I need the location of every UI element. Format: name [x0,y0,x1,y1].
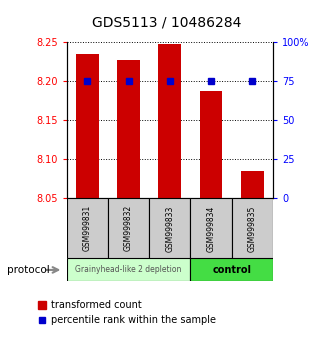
Legend: transformed count, percentile rank within the sample: transformed count, percentile rank withi… [38,301,216,325]
Bar [108,198,149,258]
Text: GSM999833: GSM999833 [165,205,174,252]
Text: GSM999835: GSM999835 [248,205,257,252]
Bar [76,54,99,198]
Bar [159,44,181,198]
Bar [190,258,273,281]
Bar [149,198,190,258]
Bar [200,91,222,198]
Bar [190,198,232,258]
Text: protocol: protocol [7,265,49,275]
Text: GDS5113 / 10486284: GDS5113 / 10486284 [92,16,241,30]
Text: GSM999832: GSM999832 [124,205,133,251]
Text: GSM999831: GSM999831 [83,205,92,251]
Text: control: control [212,265,251,275]
Text: GSM999834: GSM999834 [206,205,216,252]
Bar [67,258,190,281]
Bar [232,198,273,258]
Bar [67,198,108,258]
Text: Grainyhead-like 2 depletion: Grainyhead-like 2 depletion [75,266,182,274]
Bar [117,59,140,198]
Bar [241,171,264,198]
